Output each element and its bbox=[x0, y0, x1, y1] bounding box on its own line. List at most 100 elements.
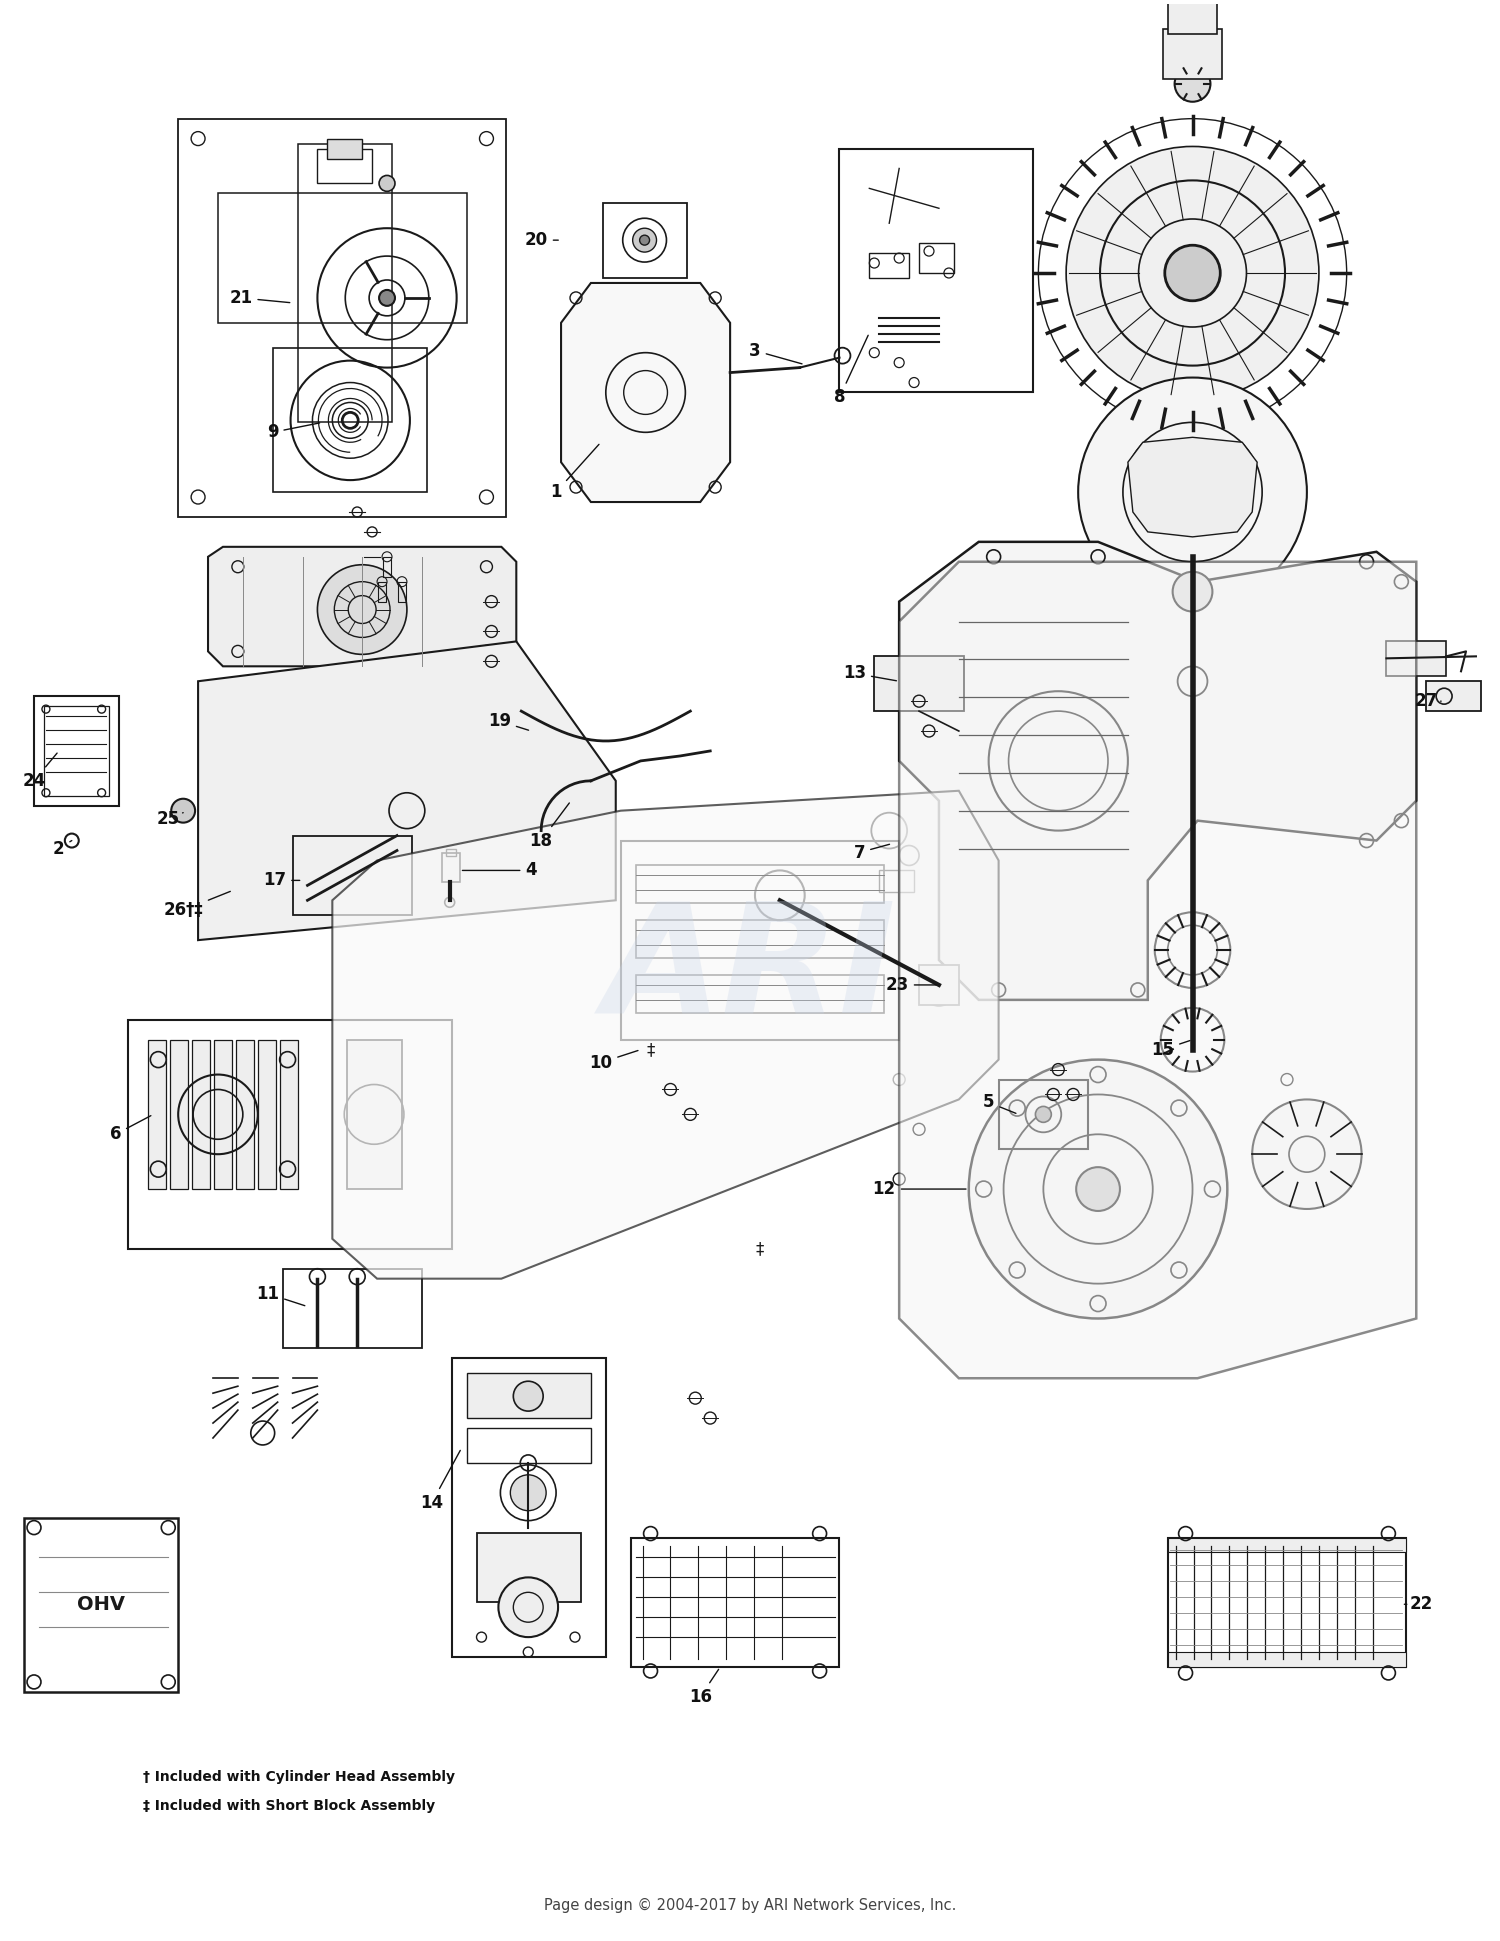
Text: 8: 8 bbox=[834, 336, 868, 406]
Bar bbox=[1167, 1537, 1407, 1553]
Circle shape bbox=[1166, 245, 1221, 301]
Circle shape bbox=[380, 175, 394, 192]
Text: 24: 24 bbox=[22, 753, 57, 790]
Text: 3: 3 bbox=[748, 342, 802, 363]
Text: 15: 15 bbox=[1150, 1040, 1190, 1058]
Text: 12: 12 bbox=[873, 1180, 966, 1198]
Bar bbox=[920, 243, 954, 274]
Bar bbox=[192, 1040, 210, 1190]
Bar bbox=[129, 1019, 452, 1248]
Bar bbox=[178, 118, 507, 516]
Text: 6: 6 bbox=[110, 1116, 152, 1143]
Bar bbox=[1426, 681, 1480, 710]
Text: 13: 13 bbox=[843, 664, 897, 683]
Bar bbox=[603, 204, 687, 278]
Bar bbox=[24, 1518, 178, 1693]
Bar bbox=[382, 557, 392, 576]
Polygon shape bbox=[198, 641, 615, 939]
Bar bbox=[630, 1537, 840, 1667]
Bar bbox=[1167, 1652, 1407, 1667]
Bar bbox=[217, 194, 466, 322]
Bar bbox=[636, 866, 884, 903]
Bar bbox=[34, 697, 118, 806]
Bar bbox=[148, 1040, 166, 1190]
Bar bbox=[466, 1374, 591, 1419]
Bar bbox=[621, 840, 898, 1040]
Circle shape bbox=[1162, 462, 1222, 522]
Circle shape bbox=[380, 289, 394, 307]
Text: 25: 25 bbox=[156, 809, 183, 827]
Polygon shape bbox=[898, 561, 1416, 1378]
Circle shape bbox=[498, 1578, 558, 1636]
Bar bbox=[466, 1429, 591, 1464]
Bar bbox=[398, 582, 406, 602]
Circle shape bbox=[639, 235, 650, 245]
Text: 2: 2 bbox=[53, 840, 72, 858]
Bar bbox=[1162, 29, 1222, 80]
Text: 5: 5 bbox=[982, 1093, 1016, 1114]
Bar bbox=[1167, 1537, 1407, 1667]
Bar bbox=[1386, 641, 1446, 675]
Bar bbox=[477, 1533, 580, 1601]
Text: 17: 17 bbox=[262, 872, 300, 889]
Text: ‡ Included with Short Block Assembly: ‡ Included with Short Block Assembly bbox=[144, 1799, 435, 1813]
Circle shape bbox=[1066, 146, 1318, 400]
Text: 9: 9 bbox=[267, 423, 320, 441]
Text: 26†‡: 26†‡ bbox=[164, 891, 231, 920]
Circle shape bbox=[318, 565, 407, 654]
Bar bbox=[870, 252, 909, 278]
Text: ‡: ‡ bbox=[756, 1240, 764, 1258]
Text: 10: 10 bbox=[590, 1050, 638, 1071]
Bar bbox=[258, 1040, 276, 1190]
Text: ARI: ARI bbox=[603, 895, 897, 1044]
Text: 11: 11 bbox=[256, 1285, 304, 1306]
Polygon shape bbox=[209, 547, 516, 666]
Text: 21: 21 bbox=[230, 289, 290, 307]
Bar bbox=[44, 707, 108, 796]
Bar bbox=[999, 1079, 1088, 1149]
Circle shape bbox=[1252, 1099, 1362, 1209]
Bar bbox=[441, 852, 459, 883]
Bar bbox=[170, 1040, 188, 1190]
Bar bbox=[318, 149, 372, 182]
Text: 16: 16 bbox=[688, 1669, 718, 1706]
Polygon shape bbox=[561, 283, 730, 503]
Bar bbox=[327, 138, 362, 159]
Bar bbox=[292, 835, 412, 916]
Text: OHV: OHV bbox=[76, 1596, 125, 1613]
Bar bbox=[346, 1040, 402, 1190]
Bar bbox=[920, 965, 958, 1005]
Circle shape bbox=[1035, 1106, 1052, 1122]
Text: 18: 18 bbox=[530, 804, 570, 850]
Polygon shape bbox=[333, 790, 999, 1279]
Bar bbox=[214, 1040, 232, 1190]
Bar bbox=[378, 582, 386, 602]
Text: 22: 22 bbox=[1404, 1596, 1432, 1613]
Circle shape bbox=[171, 800, 195, 823]
Bar bbox=[279, 1040, 297, 1190]
Bar bbox=[297, 144, 392, 423]
Circle shape bbox=[1173, 573, 1212, 611]
Polygon shape bbox=[1128, 437, 1257, 538]
Text: 19: 19 bbox=[488, 712, 528, 730]
Text: 27: 27 bbox=[1414, 693, 1442, 710]
Circle shape bbox=[1174, 66, 1210, 101]
Polygon shape bbox=[898, 542, 1416, 1000]
Bar bbox=[236, 1040, 254, 1190]
Text: † Included with Cylinder Head Assembly: † Included with Cylinder Head Assembly bbox=[144, 1770, 456, 1784]
Text: 4: 4 bbox=[462, 862, 537, 879]
Text: ‡: ‡ bbox=[646, 1040, 654, 1058]
Bar bbox=[446, 848, 456, 856]
Bar bbox=[879, 870, 914, 893]
Circle shape bbox=[633, 229, 657, 252]
Bar bbox=[636, 920, 884, 959]
Text: 14: 14 bbox=[420, 1450, 460, 1512]
Circle shape bbox=[1076, 1167, 1120, 1211]
Circle shape bbox=[969, 1060, 1227, 1318]
Bar bbox=[1167, 0, 1218, 35]
Text: Page design © 2004-2017 by ARI Network Services, Inc.: Page design © 2004-2017 by ARI Network S… bbox=[544, 1898, 956, 1914]
Circle shape bbox=[1078, 378, 1306, 608]
Bar bbox=[874, 656, 965, 710]
Bar bbox=[282, 1269, 422, 1349]
Text: 7: 7 bbox=[853, 844, 889, 862]
